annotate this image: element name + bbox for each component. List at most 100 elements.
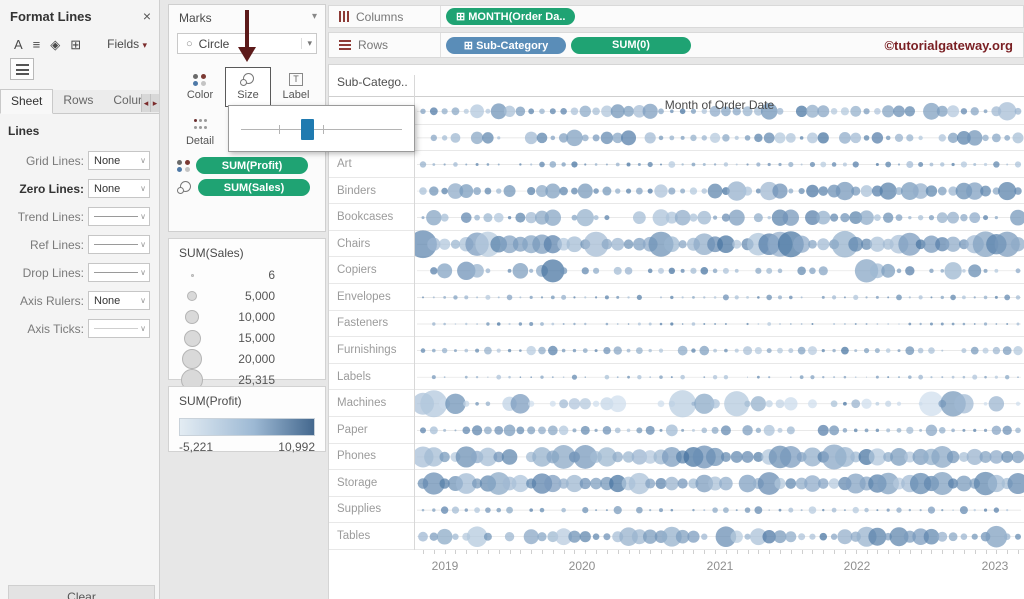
pill-month-order-da-[interactable]: ⊞ MONTH(Order Da.. [446,8,576,25]
columns-shelf-label: Columns [356,9,404,24]
tab-rows[interactable]: Rows [63,93,94,107]
mark-type-value: Circle [198,36,230,51]
chevron-down-icon: ∨ [140,324,146,333]
size-legend-item[interactable]: 20,000 [169,349,325,369]
tab-colur[interactable]: Colur [113,93,143,107]
row-label[interactable]: Tables [337,530,371,543]
row-label[interactable]: Storage [337,476,378,489]
row-label[interactable]: Supplies [337,503,382,516]
marks-title: Marks [179,11,212,25]
tab-scroll-left-icon[interactable]: ◂ [141,94,150,112]
size-slider-track[interactable] [241,129,402,130]
table-row: Chairs [329,231,1024,258]
font-icon[interactable]: A [14,36,23,52]
row-label[interactable]: Furnishings [337,343,397,356]
pill-size-icon [177,181,193,194]
size-legend-item[interactable]: 25,315 [169,369,325,391]
trend-lines-select[interactable]: ∨ [88,207,150,226]
row-label[interactable]: Chairs [337,237,371,250]
bubble-chart[interactable] [415,98,1024,550]
alignment-icon[interactable]: ≡ [32,36,41,52]
table-row: Binders [329,178,1024,205]
sub-category-header[interactable]: Sub-Catego.. [329,75,1024,97]
drop-lines-select[interactable]: ∨ [88,263,150,282]
month-tick [769,550,771,554]
color-legend-title: SUM(Profit) [179,394,242,408]
borders-icon[interactable]: ⊞ [70,36,82,52]
month-tick [942,550,944,554]
format-field-row: Trend Lines: ∨ [0,207,159,226]
chart-pane: Sub-Catego.. Art Binders Bookcases Chairs Co… [328,64,1024,599]
pill-sum-0-[interactable]: SUM(0) [571,36,691,54]
month-tick [758,550,760,554]
profit-gradient-bar[interactable] [179,418,315,436]
month-tick [671,550,673,554]
row-label[interactable]: Copiers [337,264,377,277]
shading-icon[interactable]: ◈ [50,36,61,52]
row-label[interactable]: Envelopes [337,290,391,303]
month-tick [487,550,489,554]
size-legend-item[interactable]: 5,000 [169,286,325,306]
table-row: Bookcases [329,204,1024,231]
format-field-row: Axis Ticks: ∨ [0,319,159,338]
tab-scroll-right-icon[interactable]: ▸ [150,94,159,112]
month-tick [682,550,684,554]
zero-lines-select[interactable]: None ∨ [88,179,150,198]
axis-rulers-select[interactable]: None ∨ [88,291,150,310]
month-tick [661,550,662,554]
color-button[interactable]: Color [177,67,223,107]
month-tick [855,550,857,554]
profit-pill[interactable]: SUM(Profit) [196,157,308,174]
size-button[interactable]: Size [225,67,271,107]
mark-type-caret-icon[interactable]: ▾ [301,38,312,49]
row-label[interactable]: Machines [337,397,387,410]
clear-button[interactable]: Clear [8,585,155,599]
chevron-down-icon: ∨ [140,184,146,193]
month-tick [823,550,825,554]
grid-lines-select[interactable]: None ∨ [88,151,150,170]
row-label[interactable]: Bookcases [337,211,394,224]
field-label: Axis Ticks: [27,321,84,336]
tab-sheet[interactable]: Sheet [0,89,54,114]
close-icon[interactable]: × [142,8,151,24]
row-label[interactable]: Fasteners [337,317,389,330]
legend-circle-icon [182,349,202,369]
sales-pill[interactable]: SUM(Sales) [198,179,310,196]
size-slider-handle[interactable] [301,119,314,140]
month-tick [639,550,641,554]
size-legend-item[interactable]: 10,000 [169,307,325,327]
row-label[interactable]: Labels [337,370,371,383]
table-row: Fasteners [329,311,1024,338]
size-legend-item[interactable]: 15,000 [169,328,325,348]
detail-button[interactable]: Detail [177,113,223,153]
marks-caret-icon[interactable]: ▾ [311,11,317,22]
ref-lines-select[interactable]: ∨ [88,235,150,254]
row-label[interactable]: Paper [337,423,368,436]
slider-tick [279,125,280,134]
line-style-swatch [94,272,139,273]
row-label[interactable]: Binders [337,184,376,197]
month-tick [531,550,533,554]
color-icon [193,73,207,86]
legend-circle-icon [187,291,197,301]
size-legend-item[interactable]: 6 [169,265,325,285]
pill-sub-category[interactable]: ⊞ Sub-Category [446,36,566,54]
label-button[interactable]: T Label [282,73,310,101]
month-tick [466,550,468,554]
lines-format-icon[interactable] [10,58,34,80]
gradient-max-label: 10,992 [278,440,315,454]
month-tick [834,550,836,554]
row-label[interactable]: Art [337,157,352,170]
fields-dropdown[interactable]: Fields ▾ [107,37,147,51]
format-tabs: Sheet Rows Colur ◂ ▸ [0,89,159,114]
axis-ticks-select[interactable]: ∨ [88,319,150,338]
month-tick [628,550,630,554]
axis-divider [414,75,415,550]
table-row: Furnishings [329,337,1024,364]
select-value: None [94,294,121,307]
month-tick [996,550,998,554]
month-tick [747,550,749,554]
slider-tick [323,125,324,134]
row-label[interactable]: Phones [337,450,377,463]
month-tick [423,550,424,554]
